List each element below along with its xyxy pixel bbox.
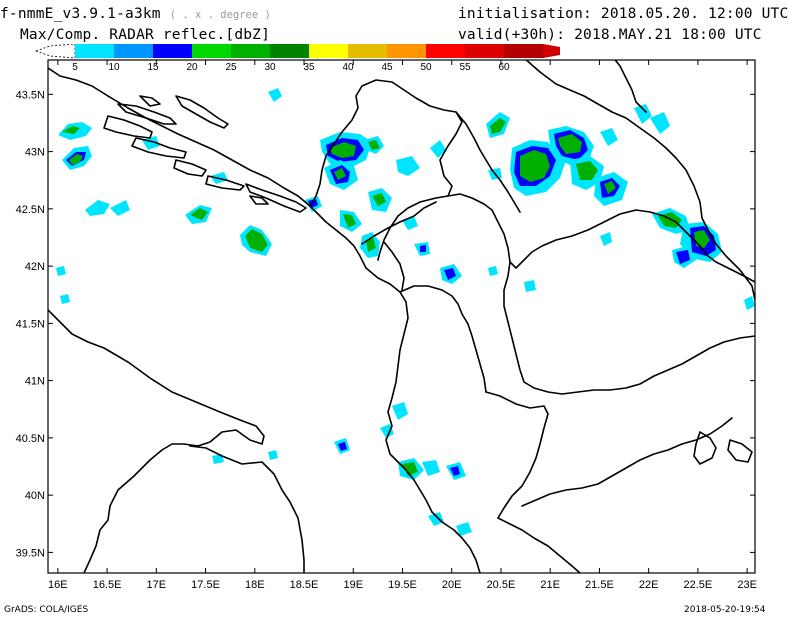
longitude-tick-label: 22E [639,579,659,591]
variable-title: Max/Comp. RADAR reflec.[dbZ] [20,27,271,43]
colorbar-swatch [231,44,270,58]
software-credit: GrADS: COLA/IGES [4,605,89,615]
colorbar-tick-label: 10 [108,62,120,73]
longitude-tick-label: 18E [245,579,265,591]
colorbar-tick-label: 60 [498,62,510,73]
latitude-tick-label: 41N [25,376,45,388]
colorbar-under-arrow [34,44,76,59]
longitude-tick-label: 17.5E [191,579,220,591]
model-resolution: ( . x . degree ) [169,9,271,21]
valid-value: 2018.MAY.21 18:00 UTC [574,27,762,43]
colorbar-swatch [114,44,153,58]
colorbar-swatch [270,44,309,58]
colorbar-swatch [75,44,114,58]
colorbar-tick-label: 45 [381,62,393,73]
coastlines [48,60,755,573]
colorbar-swatch [465,44,504,58]
latitude-tick-label: 43.5N [16,89,45,101]
latitude-tick-label: 42N [25,261,45,273]
longitude-tick-label: 18.5E [290,579,319,591]
colorbar-swatch [309,44,348,58]
longitude-tick-label: 20E [442,579,462,591]
longitude-tick-label: 20.5E [487,579,516,591]
colorbar-tick-label: 50 [420,62,432,73]
colorbar-tick-label: 25 [225,62,237,73]
model-title: f-nmmE_v3.9.1-a3km ( . x . degree ) [0,6,271,22]
colorbar-tick-label: 40 [342,62,354,73]
longitude-tick-label: 16.5E [93,579,122,591]
colorbar-swatch [504,44,543,58]
longitude-tick-label: 17E [147,579,167,591]
colorbar-tick-label: 15 [147,62,159,73]
colorbar-tick-label: 30 [264,62,276,73]
latitude-tick-label: 39.5N [16,547,45,559]
valid-label: valid(+30h): [458,27,566,43]
colorbar-swatch [153,44,192,58]
longitude-tick-label: 22.5E [684,579,713,591]
colorbar-tick-label: 5 [72,62,78,73]
latitude-tick-label: 40N [25,490,45,502]
colorbar-swatch [426,44,465,58]
longitude-tick-label: 23E [737,579,757,591]
latitude-axis [48,93,755,553]
longitude-axis [57,60,748,573]
longitude-tick-label: 21E [540,579,560,591]
plot-frame [47,59,756,574]
init-label: initialisation: [458,6,592,22]
model-name: f-nmmE_v3.9.1-a3km [0,6,161,22]
radar-echoes [56,88,755,536]
colorbar-tick-label: 20 [186,62,198,73]
colorbar-swatch [192,44,231,58]
render-timestamp: 2018-05-20-19:54 [684,605,766,615]
latitude-tick-label: 41.5N [16,318,45,330]
colorbar-swatch [348,44,387,58]
latitude-tick-label: 43N [25,147,45,159]
colorbar-over-arrow [543,44,560,58]
colorbar-tick-label: 55 [459,62,471,73]
valid-time: valid(+30h): 2018.MAY.21 18:00 UTC [458,27,762,43]
colorbar-swatch [387,44,426,58]
longitude-tick-label: 21.5E [585,579,614,591]
init-value: 2018.05.20. 12:00 UTC [600,6,789,22]
longitude-tick-label: 19E [343,579,363,591]
longitude-tick-label: 16E [48,579,68,591]
longitude-tick-label: 19.5E [388,579,417,591]
reflectivity-colorbar: 5 10 15 20 25 30 35 40 45 50 55 60 [34,44,560,73]
colorbar-tick-label: 35 [303,62,315,73]
latitude-tick-label: 40.5N [16,433,45,445]
init-time: initialisation: 2018.05.20. 12:00 UTC [458,6,788,22]
latitude-tick-label: 42.5N [16,204,45,216]
